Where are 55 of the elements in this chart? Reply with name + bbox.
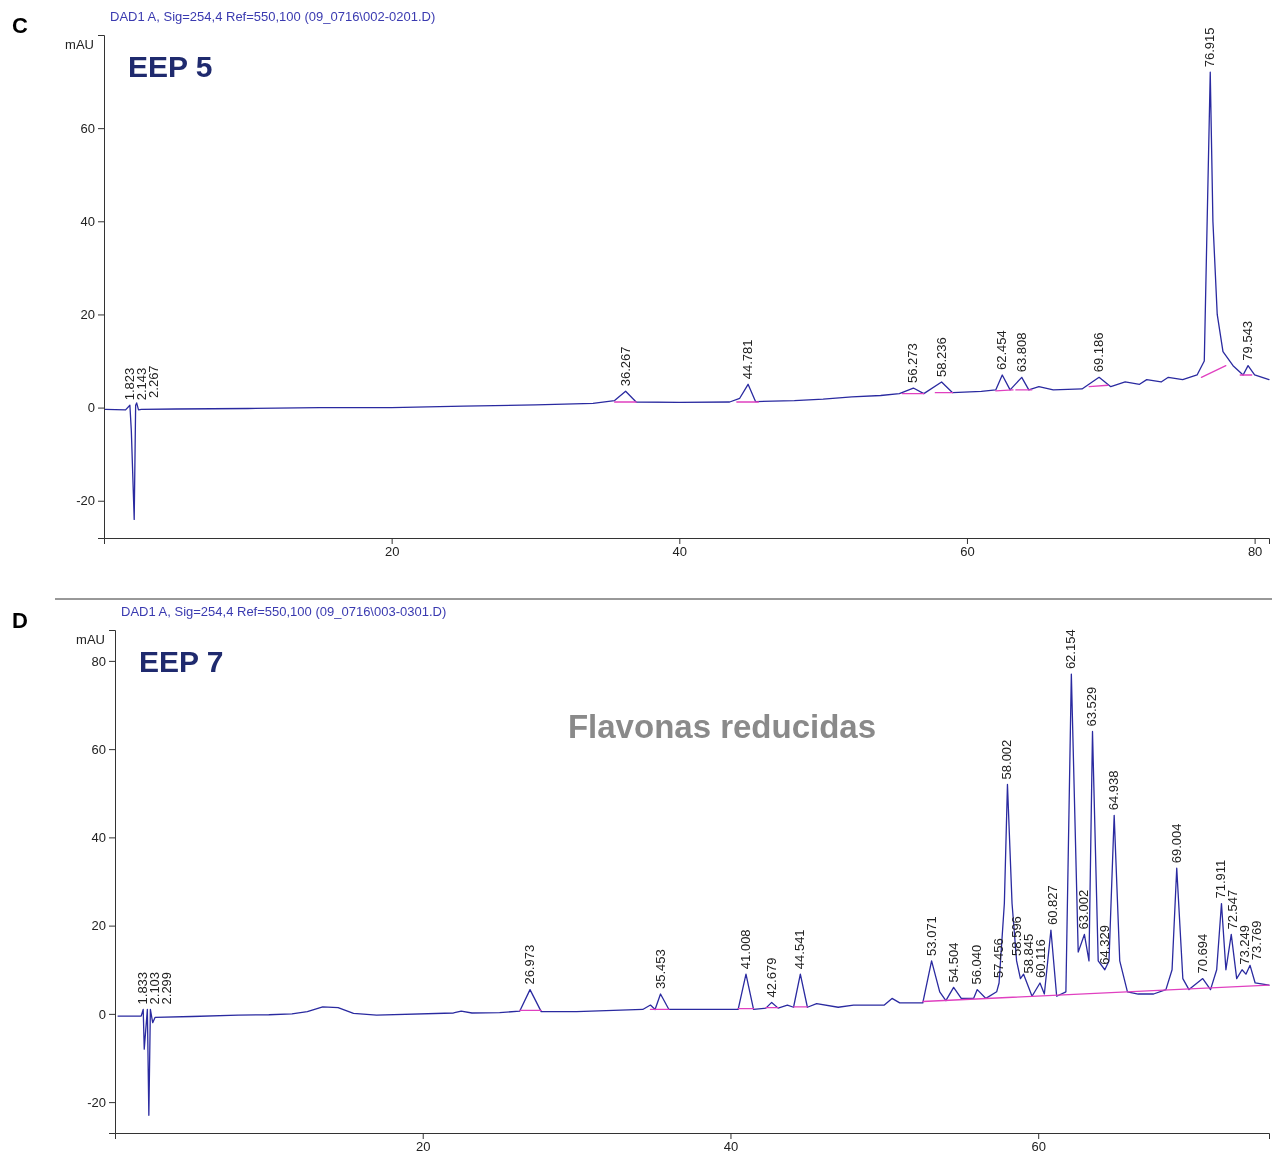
chart-title: C: [12, 13, 28, 38]
annotation: 44.541: [792, 929, 808, 970]
annotation: 63.808: [1013, 332, 1029, 373]
annotation: 41.008: [737, 929, 753, 970]
annotation: 35.453: [652, 949, 668, 990]
chart-subtitle: DAD1 A, Sig=254,4 Ref=550,100 (09_0716\002-0201.D): [110, 9, 436, 24]
annotation: 56.273: [905, 343, 921, 384]
annotation: 79.543: [1240, 320, 1256, 361]
annotation: 26.973: [522, 944, 538, 985]
y-axis-title: mAU: [65, 37, 94, 52]
annotation: 64.938: [1106, 770, 1122, 811]
chart-subtitle: DAD1 A, Sig=254,4 Ref=550,100 (09_0716\003-0301.D): [121, 604, 447, 619]
annotation: 54.504: [945, 942, 961, 983]
x-tick-label: 20: [416, 1139, 431, 1155]
y-tick-label: -20: [87, 1094, 106, 1110]
y-axis-title: mAU: [76, 632, 105, 647]
x-tick-label: 40: [672, 544, 688, 560]
y-tick-label: 80: [91, 653, 106, 669]
annotation: 69.004: [1168, 823, 1184, 864]
annotation: 56.040: [969, 944, 985, 985]
annotation: 57.456: [991, 938, 1007, 978]
annotation: 70.694: [1194, 933, 1210, 974]
y-tick-label: -20: [76, 493, 95, 509]
y-tick-label: 0: [87, 400, 95, 416]
y-tick-label: 40: [80, 213, 95, 229]
annotation: 63.002: [1076, 889, 1092, 930]
y-tick-label: 20: [80, 307, 95, 323]
annotation: EEP 7: [139, 645, 224, 678]
annotation: 62.154: [1063, 629, 1079, 670]
annotation: 58.002: [999, 739, 1015, 780]
annotation: 58.236: [933, 337, 949, 377]
annotation: 53.071: [923, 916, 939, 956]
annotation: 76.915: [1202, 27, 1218, 68]
annotation: 62.454: [994, 330, 1010, 370]
annotation: 69.186: [1091, 332, 1107, 373]
x-tick-label: 40: [723, 1139, 739, 1155]
chart-title: D: [12, 608, 28, 633]
y-tick-label: 0: [98, 1006, 106, 1022]
y-tick-label: 40: [91, 830, 106, 846]
annotation: 63.529: [1084, 686, 1100, 727]
annotation: 60.827: [1044, 885, 1060, 926]
line-series: [117, 673, 1270, 1116]
y-tick-label: 60: [80, 120, 95, 136]
x-tick-label: 60: [1031, 1139, 1046, 1155]
annotation: 44.781: [740, 339, 756, 380]
annotation: 64.329: [1096, 924, 1112, 965]
y-tick-label: 60: [91, 741, 106, 757]
annotation: Flavonas reducidas: [567, 708, 877, 745]
annotation: EEP 5: [128, 50, 213, 83]
annotation: 42.679: [763, 957, 779, 998]
y-tick-label: 20: [91, 918, 106, 934]
annotation: 36.267: [617, 346, 633, 387]
x-tick-label: 20: [384, 544, 400, 560]
x-tick-label: 80: [1247, 544, 1263, 560]
x-tick-label: 60: [960, 544, 975, 560]
